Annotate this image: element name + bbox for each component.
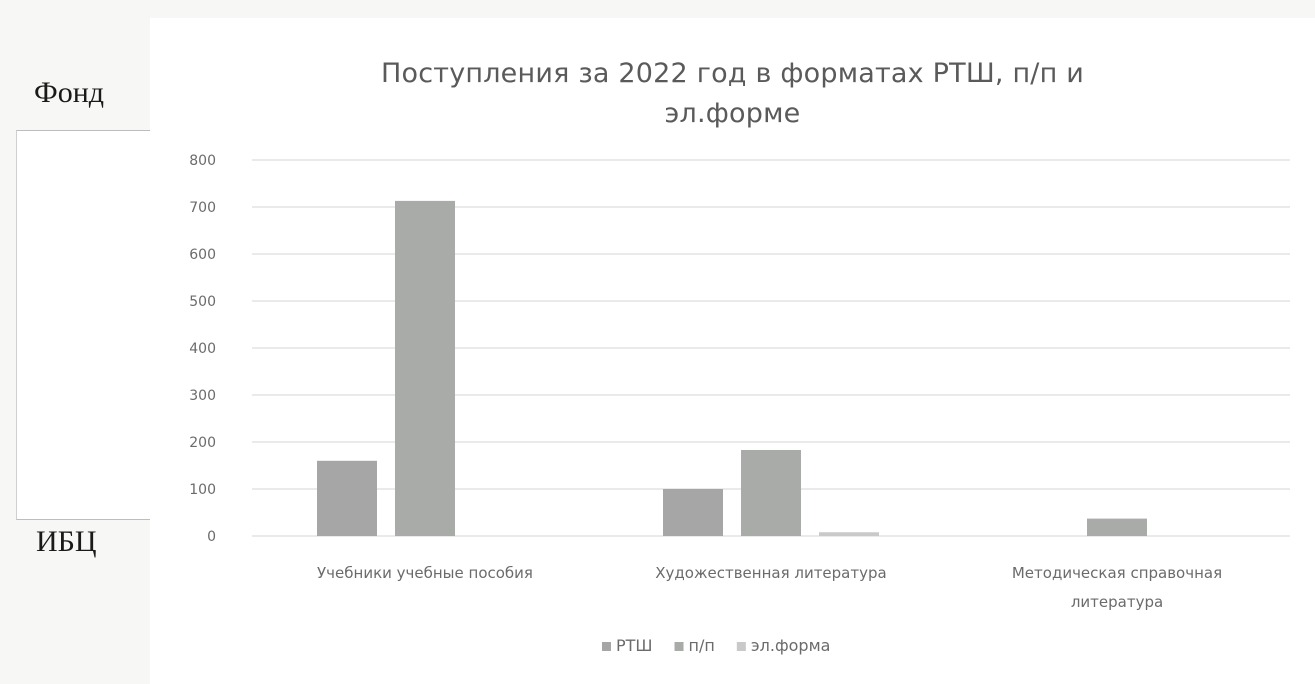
category-label: Учебники учебные пособия [317,564,533,582]
fond-label: Фонд [34,76,104,110]
bar [663,489,723,536]
ibc-label: ИБЦ [36,525,97,559]
bar [395,201,455,536]
y-tick-label: 200 [189,435,216,451]
y-tick-label: 600 [189,247,216,263]
y-tick-label: 0 [207,529,216,545]
chart-panel: Поступления за 2022 год в форматах РТШ, … [150,18,1315,684]
bar [1087,519,1147,536]
legend-label: РТШ [616,636,653,655]
bar [819,532,879,536]
bar [741,450,801,536]
chart-svg: 0 100 200 300 400 500 600 700 800 Учебники учебны… [150,18,1315,684]
legend-label: эл.форма [751,636,831,655]
y-tick-label: 400 [189,341,216,357]
side-panel [16,130,165,520]
legend-swatch [602,642,611,651]
y-tick-label: 800 [189,153,216,169]
category-label: Художественная литература [655,564,886,582]
y-tick-label: 700 [189,200,216,216]
legend-swatch [675,642,684,651]
bar [317,461,377,536]
legend-swatch [737,642,746,651]
category-label: Методическая справочная [1012,564,1222,582]
y-tick-label: 500 [189,294,216,310]
y-tick-label: 300 [189,388,216,404]
category-label: литература [1071,593,1163,611]
y-tick-label: 100 [189,482,216,498]
legend-label: п/п [689,636,715,655]
